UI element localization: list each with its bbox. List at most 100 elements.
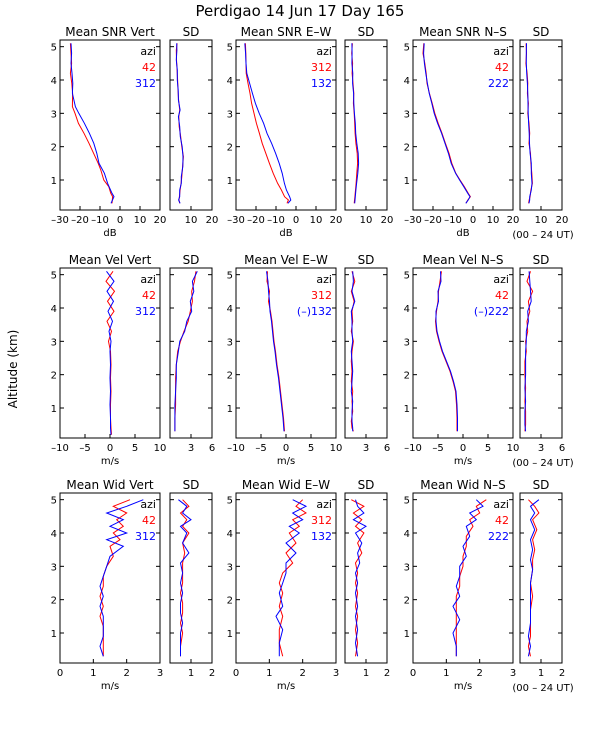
- x-tick-label: 3: [157, 668, 163, 679]
- x-tick-label: 3: [363, 443, 369, 454]
- x-axis-label: m/s: [454, 456, 472, 467]
- y-tick-label: 3: [51, 337, 57, 348]
- legend-entry: 132: [311, 530, 332, 543]
- x-tick-label: 20: [507, 215, 520, 226]
- legend-entry: 312: [135, 530, 156, 543]
- panel-title: Mean SNR E–W: [241, 25, 332, 39]
- y-tick-label: 1: [404, 629, 410, 640]
- series-line-red: [455, 499, 487, 657]
- x-tick-label: 0: [117, 215, 123, 226]
- legend-entry: 42: [495, 289, 509, 302]
- x-tick-label: 10: [154, 443, 167, 454]
- panel-0-0: Mean SNR Vert 1 2 3 4 5 –30 –20 –10 0 10 20 dB azi 42 3…: [51, 25, 167, 239]
- panel-0-1: SD 10 20: [169, 25, 218, 226]
- panel-title: Mean Wid N–S: [420, 478, 505, 492]
- legend-entry: 312: [135, 77, 156, 90]
- series-line-blue: [70, 43, 115, 204]
- plot-frame: [169, 39, 213, 211]
- panel-1-0: Mean Vel Vert 1 2 3 4 5 –10 –5 0 5 10 m/s azi 42 312: [51, 253, 167, 467]
- panel-1-1: SD 3 6: [169, 253, 215, 454]
- legend-entry: 42: [495, 61, 509, 74]
- legend-entry: (–)132: [297, 305, 332, 318]
- x-tick-label: 5: [132, 443, 138, 454]
- y-tick-label: 4: [51, 529, 57, 540]
- x-tick-label: 3: [188, 443, 194, 454]
- x-tick-label: –20: [71, 215, 89, 226]
- x-tick-label: 5: [308, 443, 314, 454]
- panel-title: SD: [358, 25, 375, 39]
- y-tick-label: 2: [404, 143, 410, 154]
- x-tick-label: 2: [476, 668, 482, 679]
- panel-title: SD: [358, 253, 375, 267]
- panel-1-2: Mean Vel E–W 1 2 3 4 5 –10 –5 0 5 10 m/s azi 312 (–)13…: [227, 253, 343, 467]
- series-line-red: [179, 499, 190, 657]
- panel-title: Mean Vel Vert: [69, 253, 152, 267]
- x-axis-label: m/s: [101, 681, 119, 692]
- x-tick-label: 2: [123, 668, 129, 679]
- altitude-axis-label: Altitude (km): [6, 330, 20, 409]
- x-tick-label: 6: [559, 443, 565, 454]
- series-line-blue: [275, 499, 308, 657]
- time-range-note: (00 – 24 UT): [512, 683, 573, 694]
- series-line-blue: [524, 271, 532, 432]
- series-line-red: [244, 43, 290, 204]
- y-tick-label: 3: [404, 337, 410, 348]
- series-line-blue: [106, 270, 115, 435]
- series-line-blue: [350, 271, 356, 432]
- x-tick-label: –30: [51, 215, 69, 226]
- legend-entry: azi: [316, 273, 332, 286]
- legend-entry: azi: [316, 45, 332, 58]
- x-tick-label: 1: [538, 668, 544, 679]
- x-axis-label: m/s: [277, 681, 295, 692]
- y-tick-label: 1: [404, 404, 410, 415]
- panel-title: Mean SNR Vert: [65, 25, 155, 39]
- legend-entry: 312: [311, 289, 332, 302]
- y-tick-label: 3: [404, 109, 410, 120]
- y-tick-label: 1: [404, 176, 410, 187]
- x-tick-label: 1: [443, 668, 449, 679]
- x-tick-label: –10: [91, 215, 109, 226]
- x-tick-label: 0: [460, 443, 466, 454]
- y-tick-label: 4: [51, 76, 57, 87]
- time-range-note: (00 – 24 UT): [512, 458, 573, 469]
- x-tick-label: 0: [107, 443, 113, 454]
- x-tick-label: 5: [485, 443, 491, 454]
- y-tick-label: 1: [51, 404, 57, 415]
- series-line-blue: [423, 43, 471, 204]
- x-tick-label: 10: [360, 215, 373, 226]
- x-tick-label: –30: [404, 215, 422, 226]
- x-tick-label: –10: [444, 215, 462, 226]
- series-line-blue: [266, 271, 285, 432]
- panel-title: Mean Wid E–W: [242, 478, 330, 492]
- panel-title: Mean Vel E–W: [244, 253, 328, 267]
- x-tick-label: 2: [384, 668, 390, 679]
- plot-frame: [344, 39, 388, 211]
- plot-frame: [235, 492, 337, 664]
- series-line-blue: [244, 43, 292, 204]
- x-tick-label: –20: [424, 215, 442, 226]
- y-tick-label: 5: [51, 496, 57, 507]
- x-tick-label: –10: [51, 443, 69, 454]
- x-tick-label: 1: [90, 668, 96, 679]
- legend-entry: azi: [140, 273, 156, 286]
- legend-entry: 42: [495, 514, 509, 527]
- panel-1-3: SD 3 6: [344, 253, 390, 454]
- series-line-red: [278, 499, 307, 657]
- series-line-blue: [178, 499, 192, 657]
- legend-entry: 312: [311, 514, 332, 527]
- x-tick-label: 0: [470, 215, 476, 226]
- legend-entry: 42: [142, 514, 156, 527]
- legend-entry: azi: [316, 498, 332, 511]
- plot-frame: [59, 492, 161, 664]
- panel-2-1: SD 1 2: [169, 478, 215, 679]
- plot-frame: [412, 492, 514, 664]
- x-tick-label: 10: [310, 215, 323, 226]
- legend-entry: 222: [488, 530, 509, 543]
- series-line-red: [434, 271, 458, 432]
- x-axis-label: dB: [279, 228, 292, 239]
- x-tick-label: 0: [233, 668, 239, 679]
- legend-entry: 312: [135, 305, 156, 318]
- legend-entry: 42: [142, 289, 156, 302]
- x-tick-label: 3: [510, 668, 516, 679]
- panel-title: SD: [533, 25, 550, 39]
